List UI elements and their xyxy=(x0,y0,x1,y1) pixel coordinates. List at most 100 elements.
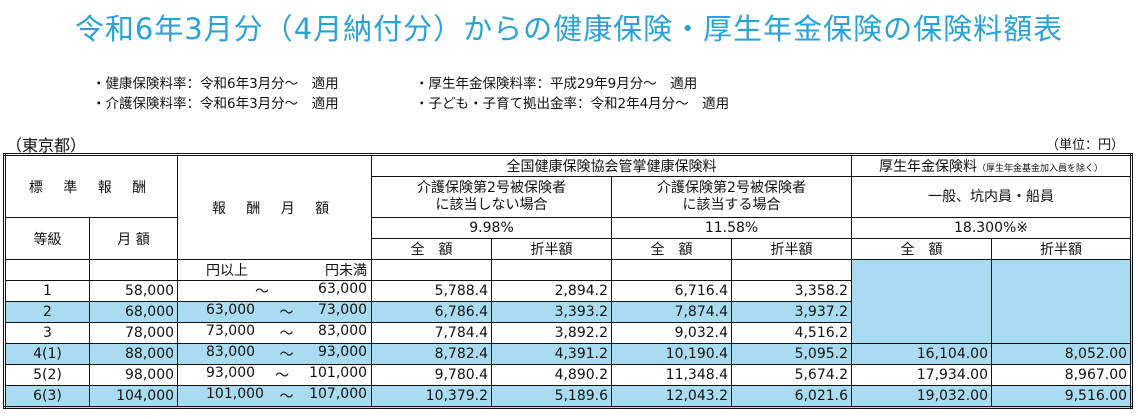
col-half-care: 折半額 xyxy=(731,238,853,260)
header-pension-label: 厚生年金保険料 xyxy=(879,159,978,175)
care-full-cell: 12,043.2 xyxy=(611,385,733,408)
rate-care: 11.58% xyxy=(611,217,853,239)
care-half-cell: 4,516.2 xyxy=(731,322,853,344)
pay-range-cell: 101,000 ～ 107,000 xyxy=(177,385,373,408)
health-half-cell: 5,189.6 xyxy=(491,385,613,408)
monthly-amount-cell: 104,000 xyxy=(88,385,179,408)
range-to: 101,000 xyxy=(309,365,368,381)
health-full-cell: 6,786.4 xyxy=(371,301,493,323)
range-tilde: ～ xyxy=(279,305,294,321)
range-from: 101,000 xyxy=(206,386,264,402)
header-pension: 厚生年金保険料（厚生年金基金加入員を除く） xyxy=(851,154,1133,177)
rate-non-care: 9.98% xyxy=(371,217,613,239)
care-full-cell: 6,716.4 xyxy=(611,280,733,302)
range-tilde: ～ xyxy=(275,368,290,384)
yen-above-label: 円以上 xyxy=(206,263,249,279)
health-full-cell: 9,780.4 xyxy=(371,364,493,386)
table-row: 5(2) 98,000 93,000 ～ 101,000 9,780.4 4,890.2 11… xyxy=(4,364,1133,386)
range-tilde: ～ xyxy=(279,389,294,405)
monthly-amount-cell: 78,000 xyxy=(88,322,179,344)
health-half-cell: 2,894.2 xyxy=(491,280,613,302)
range-to: 107,000 xyxy=(309,386,368,402)
rate-pension: 18.300%※ xyxy=(851,217,1133,239)
monthly-amount-cell: 98,000 xyxy=(88,364,179,386)
yen-below-label: 円未満 xyxy=(325,263,368,279)
table-row: 2 68,000 63,000 ～ 73,000 6,786.4 3,393.2 7,874.… xyxy=(4,301,1132,323)
monthly-amount-cell: 88,000 xyxy=(88,343,179,365)
header-standard-pay: 標 準 報 酬 xyxy=(3,154,179,218)
range-tilde: ～ xyxy=(279,326,294,342)
spacer-cell xyxy=(4,259,90,281)
rate-notes-left: ・健康保険料率：令和6年3月分～ 適用 ・介護保険料率：令和6年3月分～ 適用 xyxy=(92,74,339,114)
health-half-cell: 4,890.2 xyxy=(491,364,613,386)
monthly-amount-cell: 58,000 xyxy=(88,280,179,302)
care-full-cell: 10,190.4 xyxy=(611,343,733,365)
spacer-cell xyxy=(371,259,493,281)
note-care-rate: ・介護保険料率：令和6年3月分～ 適用 xyxy=(92,96,339,112)
unit-label: （単位：円） xyxy=(1045,138,1124,153)
rate-notes-right: ・厚生年金保険料率：平成29年9月分～ 適用 ・子ども・子育て拠出金率：令和2年… xyxy=(415,74,729,114)
health-full-cell: 10,379.2 xyxy=(371,385,493,408)
header-care: 介護保険第2号被保険者 に該当する場合 xyxy=(611,176,853,218)
monthly-amount-cell: 68,000 xyxy=(88,301,179,323)
header-pension-type: 一般、坑内員・船員 xyxy=(851,176,1133,218)
header-pension-note: （厚生年金基金加入員を除く） xyxy=(977,164,1104,174)
unit-row: 円以上 円未満 xyxy=(177,259,373,281)
col-half-non-care: 折半額 xyxy=(491,238,613,260)
range-tilde: ～ xyxy=(255,284,270,300)
col-full-pension: 全 額 xyxy=(851,238,993,260)
health-half-cell: 3,892.2 xyxy=(491,322,613,344)
spacer-cell xyxy=(88,259,179,281)
spacer-cell xyxy=(731,259,853,281)
note-child-rate: ・子ども・子育て拠出金率：令和2年4月分～ 適用 xyxy=(415,96,730,112)
header-non-care: 介護保険第2号被保険者 に該当しない場合 xyxy=(371,176,613,218)
health-half-cell: 4,391.2 xyxy=(491,343,613,365)
header-health-insurance: 全国健康保険協会管掌健康保険料 xyxy=(371,154,853,177)
care-full-cell: 7,874.4 xyxy=(611,301,733,323)
pension-full-cell: 19,032.00 xyxy=(851,385,993,408)
range-from: 83,000 xyxy=(206,344,256,360)
grade-cell: 4(1) xyxy=(4,343,90,365)
grade-cell: 1 xyxy=(4,280,90,302)
spacer-cell xyxy=(611,259,733,281)
header-grade: 等級 xyxy=(4,217,90,260)
range-to: 93,000 xyxy=(318,344,368,360)
health-full-cell: 7,784.4 xyxy=(371,322,493,344)
care-half-cell: 3,358.2 xyxy=(731,280,853,302)
grade-cell: 2 xyxy=(4,301,90,323)
spacer-cell xyxy=(491,259,613,281)
note-health-rate: ・健康保険料率：令和6年3月分～ 適用 xyxy=(92,76,339,92)
col-full-care: 全 額 xyxy=(611,238,733,260)
range-from: 73,000 xyxy=(206,323,256,339)
pay-range-cell: 93,000 ～ 101,000 xyxy=(177,364,373,386)
table-row: 3 78,000 73,000 ～ 83,000 7,784.4 3,892.2 9,032.… xyxy=(4,322,1132,344)
range-from: 93,000 xyxy=(206,365,256,381)
pay-range-cell: 73,000 ～ 83,000 xyxy=(177,322,373,344)
range-to: 83,000 xyxy=(318,323,368,339)
grade-cell: 6(3) xyxy=(4,385,90,408)
pension-blank-full xyxy=(851,259,993,344)
pension-full-cell: 16,104.00 xyxy=(851,343,993,365)
health-half-cell: 3,393.2 xyxy=(491,301,613,323)
range-tilde: ～ xyxy=(279,347,294,363)
grade-cell: 5(2) xyxy=(4,364,90,386)
care-half-cell: 6,021.6 xyxy=(731,385,853,408)
header-pay-range: 報 酬 月 額 xyxy=(177,154,373,260)
pension-full-cell: 17,934.00 xyxy=(851,364,993,386)
table-row: 4(1) 88,000 83,000 ～ 93,000 8,782.4 4,391.2 10,… xyxy=(4,343,1133,365)
pension-half-cell: 8,052.00 xyxy=(991,343,1133,365)
range-to: 63,000 xyxy=(318,281,368,297)
pension-blank-half xyxy=(991,259,1133,344)
note-pension-rate: ・厚生年金保険料率：平成29年9月分～ 適用 xyxy=(415,76,698,92)
region-label: （東京都） xyxy=(6,136,87,155)
pay-range-cell: 63,000 ～ 73,000 xyxy=(177,301,373,323)
col-full-non-care: 全 額 xyxy=(371,238,493,260)
range-from: 63,000 xyxy=(206,302,256,318)
health-full-cell: 8,782.4 xyxy=(371,343,493,365)
header-monthly: 月 額 xyxy=(88,217,179,260)
care-half-cell: 3,937.2 xyxy=(731,301,853,323)
table-row: 6(3) 104,000 101,000 ～ 107,000 10,379.2 5,189.… xyxy=(4,385,1133,408)
range-to: 73,000 xyxy=(318,302,368,318)
page-title: 令和6年3月分（4月納付分）からの健康保険・厚生年金保険の保険料額表 xyxy=(74,12,1064,46)
care-half-cell: 5,095.2 xyxy=(731,343,853,365)
